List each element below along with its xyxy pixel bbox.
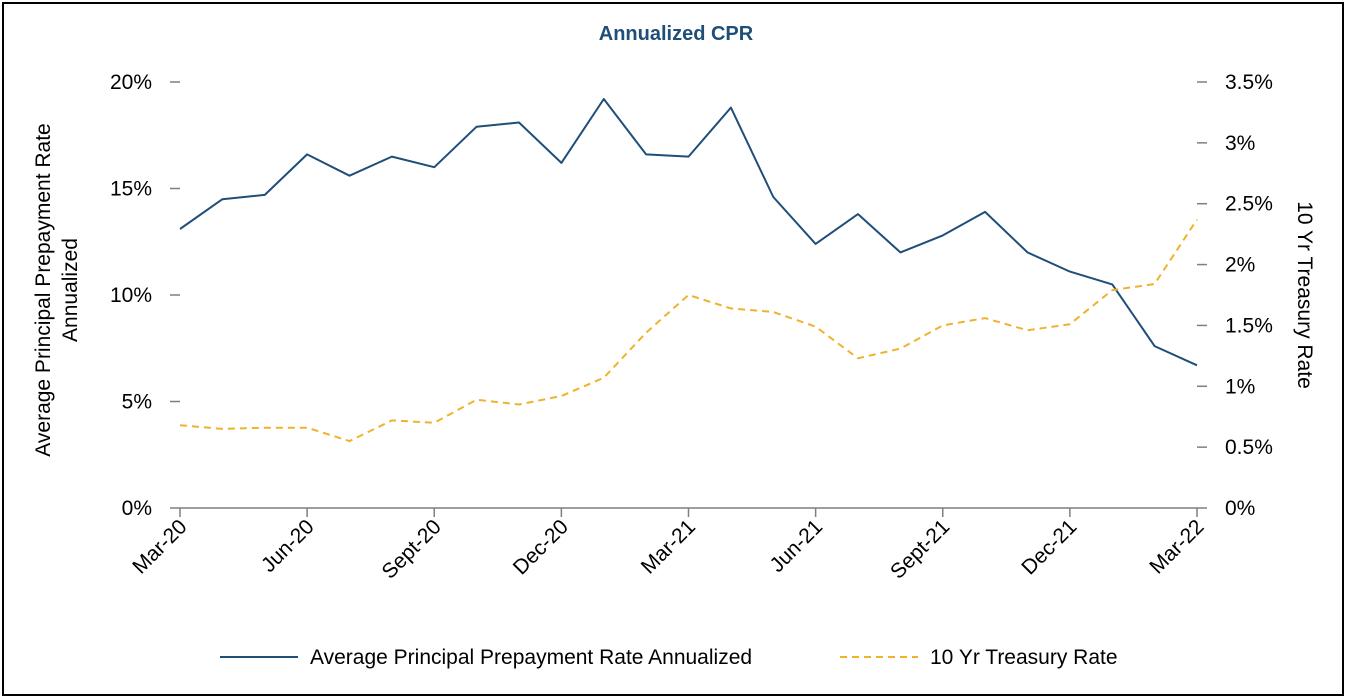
prepayment-rate-line xyxy=(179,98,1198,367)
chart-title: Annualized CPR xyxy=(599,23,754,45)
x-tick-label: Mar-20 xyxy=(128,515,191,578)
left-y-axis: 0% 5% 10% 15% 20% xyxy=(110,71,180,520)
left-tick-label: 5% xyxy=(122,391,152,414)
x-tick-label: Sept-20 xyxy=(378,515,446,583)
left-tick-label: 10% xyxy=(110,284,152,307)
x-tick-label: Jun-20 xyxy=(257,515,319,577)
left-axis-label: Average Principal Prepayment Rate Annuali… xyxy=(32,123,82,456)
left-tick-label: 15% xyxy=(110,178,152,201)
right-tick-label: 0.5% xyxy=(1225,436,1273,459)
x-tick-label: Dec-21 xyxy=(1017,515,1081,579)
x-tick-label: Dec-20 xyxy=(509,515,573,579)
right-tick-label: 2.5% xyxy=(1225,193,1273,216)
right-tick-label: 0% xyxy=(1225,497,1255,520)
left-axis-label-line: Annualized xyxy=(59,238,82,342)
left-tick-label: 0% xyxy=(122,497,152,520)
legend-label-prepayment: Average Principal Prepayment Rate Annual… xyxy=(310,646,752,669)
legend-label-treasury: 10 Yr Treasury Rate xyxy=(930,646,1118,669)
left-tick-label: 20% xyxy=(110,71,152,94)
x-tick-label: Mar-22 xyxy=(1145,515,1208,578)
right-tick-label: 3% xyxy=(1225,132,1255,155)
x-tick-label: Sept-21 xyxy=(886,515,954,583)
legend: Average Principal Prepayment Rate Annual… xyxy=(220,646,1118,669)
right-axis-label: 10 Yr Treasury Rate xyxy=(1293,201,1316,389)
right-tick-label: 1% xyxy=(1225,375,1255,398)
x-tick-label: Jun-21 xyxy=(765,515,827,577)
x-axis: Mar-20 Jun-20 Sept-20 Dec-20 Mar-21 Jun-21 Sep… xyxy=(128,508,1209,584)
x-tick-label: Mar-21 xyxy=(637,515,700,578)
right-tick-label: 1.5% xyxy=(1225,314,1273,337)
treasury-rate-line xyxy=(179,218,1198,443)
right-tick-label: 2% xyxy=(1225,254,1255,277)
right-tick-label: 3.5% xyxy=(1225,71,1273,94)
right-y-axis: 0% 0.5% 1% 1.5% 2% 2.5% 3% 3.5% xyxy=(1197,71,1273,520)
left-axis-label-line: Average Principal Prepayment Rate xyxy=(32,123,55,456)
series-lines xyxy=(179,98,1198,443)
